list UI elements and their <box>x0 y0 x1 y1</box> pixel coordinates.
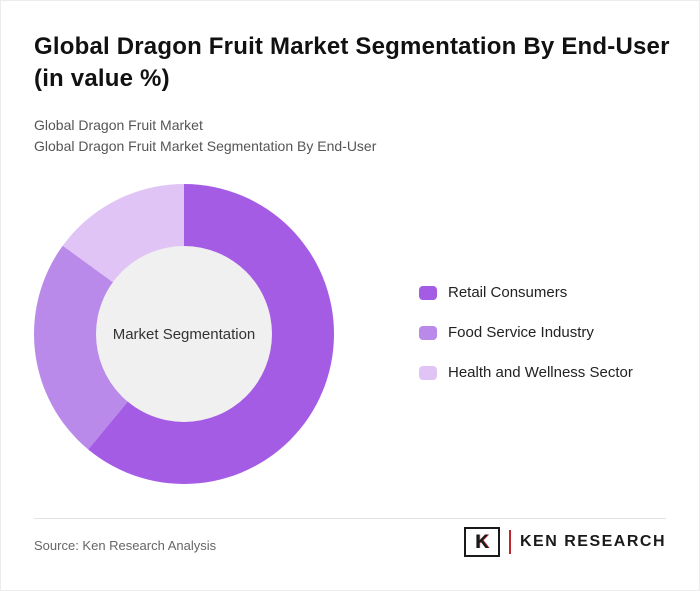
chart-legend: Retail Consumers Food Service Industry H… <box>419 284 633 381</box>
logo-separator <box>508 530 511 554</box>
donut-hole: Market Segmentation <box>96 246 272 422</box>
legend-swatch <box>419 285 437 300</box>
legend-item-food-service-industry[interactable]: Food Service Industry <box>419 324 633 341</box>
ken-research-logo: K KEN RESEARCH <box>463 527 666 557</box>
chart-subtitle-segmentation: Global Dragon Fruit Market Segmentation … <box>34 138 377 154</box>
footer-divider <box>34 518 666 519</box>
legend-label: Food Service Industry <box>448 324 594 341</box>
legend-item-health-and-wellness-sector[interactable]: Health and Wellness Sector <box>419 364 633 381</box>
legend-item-retail-consumers[interactable]: Retail Consumers <box>419 284 633 301</box>
legend-label: Retail Consumers <box>448 284 568 301</box>
chart-subtitle-market: Global Dragon Fruit Market <box>34 117 203 133</box>
brand-name: KEN RESEARCH <box>519 533 666 550</box>
legend-label: Health and Wellness Sector <box>448 364 633 381</box>
donut-center-label: Market Segmentation <box>112 325 256 343</box>
page-title: Global Dragon Fruit Market Segmentation … <box>34 33 670 93</box>
source-attribution: Source: Ken Research Analysis <box>34 538 217 553</box>
legend-swatch <box>419 365 437 380</box>
ken-research-logo-icon: K <box>463 527 500 557</box>
donut-chart: Market Segmentation <box>34 184 334 484</box>
legend-swatch <box>419 325 437 340</box>
logo-letter: K <box>475 531 489 553</box>
